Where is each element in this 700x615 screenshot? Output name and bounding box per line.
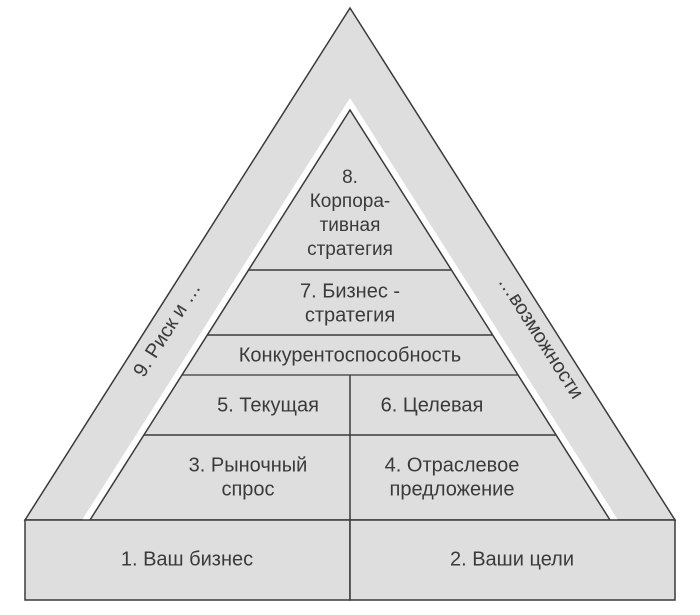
base1-label: 1. Ваш бизнес — [121, 548, 253, 570]
level8-line2: Корпора- — [310, 191, 391, 212]
level8-line1: 8. — [342, 167, 358, 188]
pyramid-diagram: 8. Корпора- тивная стратегия 7. Бизнес -… — [0, 0, 700, 615]
competitiveness-label: Конкурентоспособность — [239, 344, 461, 366]
level4-line1: 4. Отраслевое — [385, 454, 520, 476]
level3-line2: спрос — [221, 478, 274, 500]
base2-label: 2. Ваши цели — [450, 548, 574, 570]
level7-line1: 7. Бизнес - — [300, 280, 400, 302]
level3-line1: 3. Рыночный — [189, 454, 308, 476]
level7-line2: стратегия — [305, 304, 395, 326]
level5-label: 5. Текущая — [217, 394, 319, 416]
level8-line4: стратегия — [307, 239, 393, 260]
level4-line2: предложение — [390, 478, 515, 500]
level8-line3: тивная — [320, 215, 381, 236]
level6-label: 6. Целевая — [381, 394, 484, 416]
